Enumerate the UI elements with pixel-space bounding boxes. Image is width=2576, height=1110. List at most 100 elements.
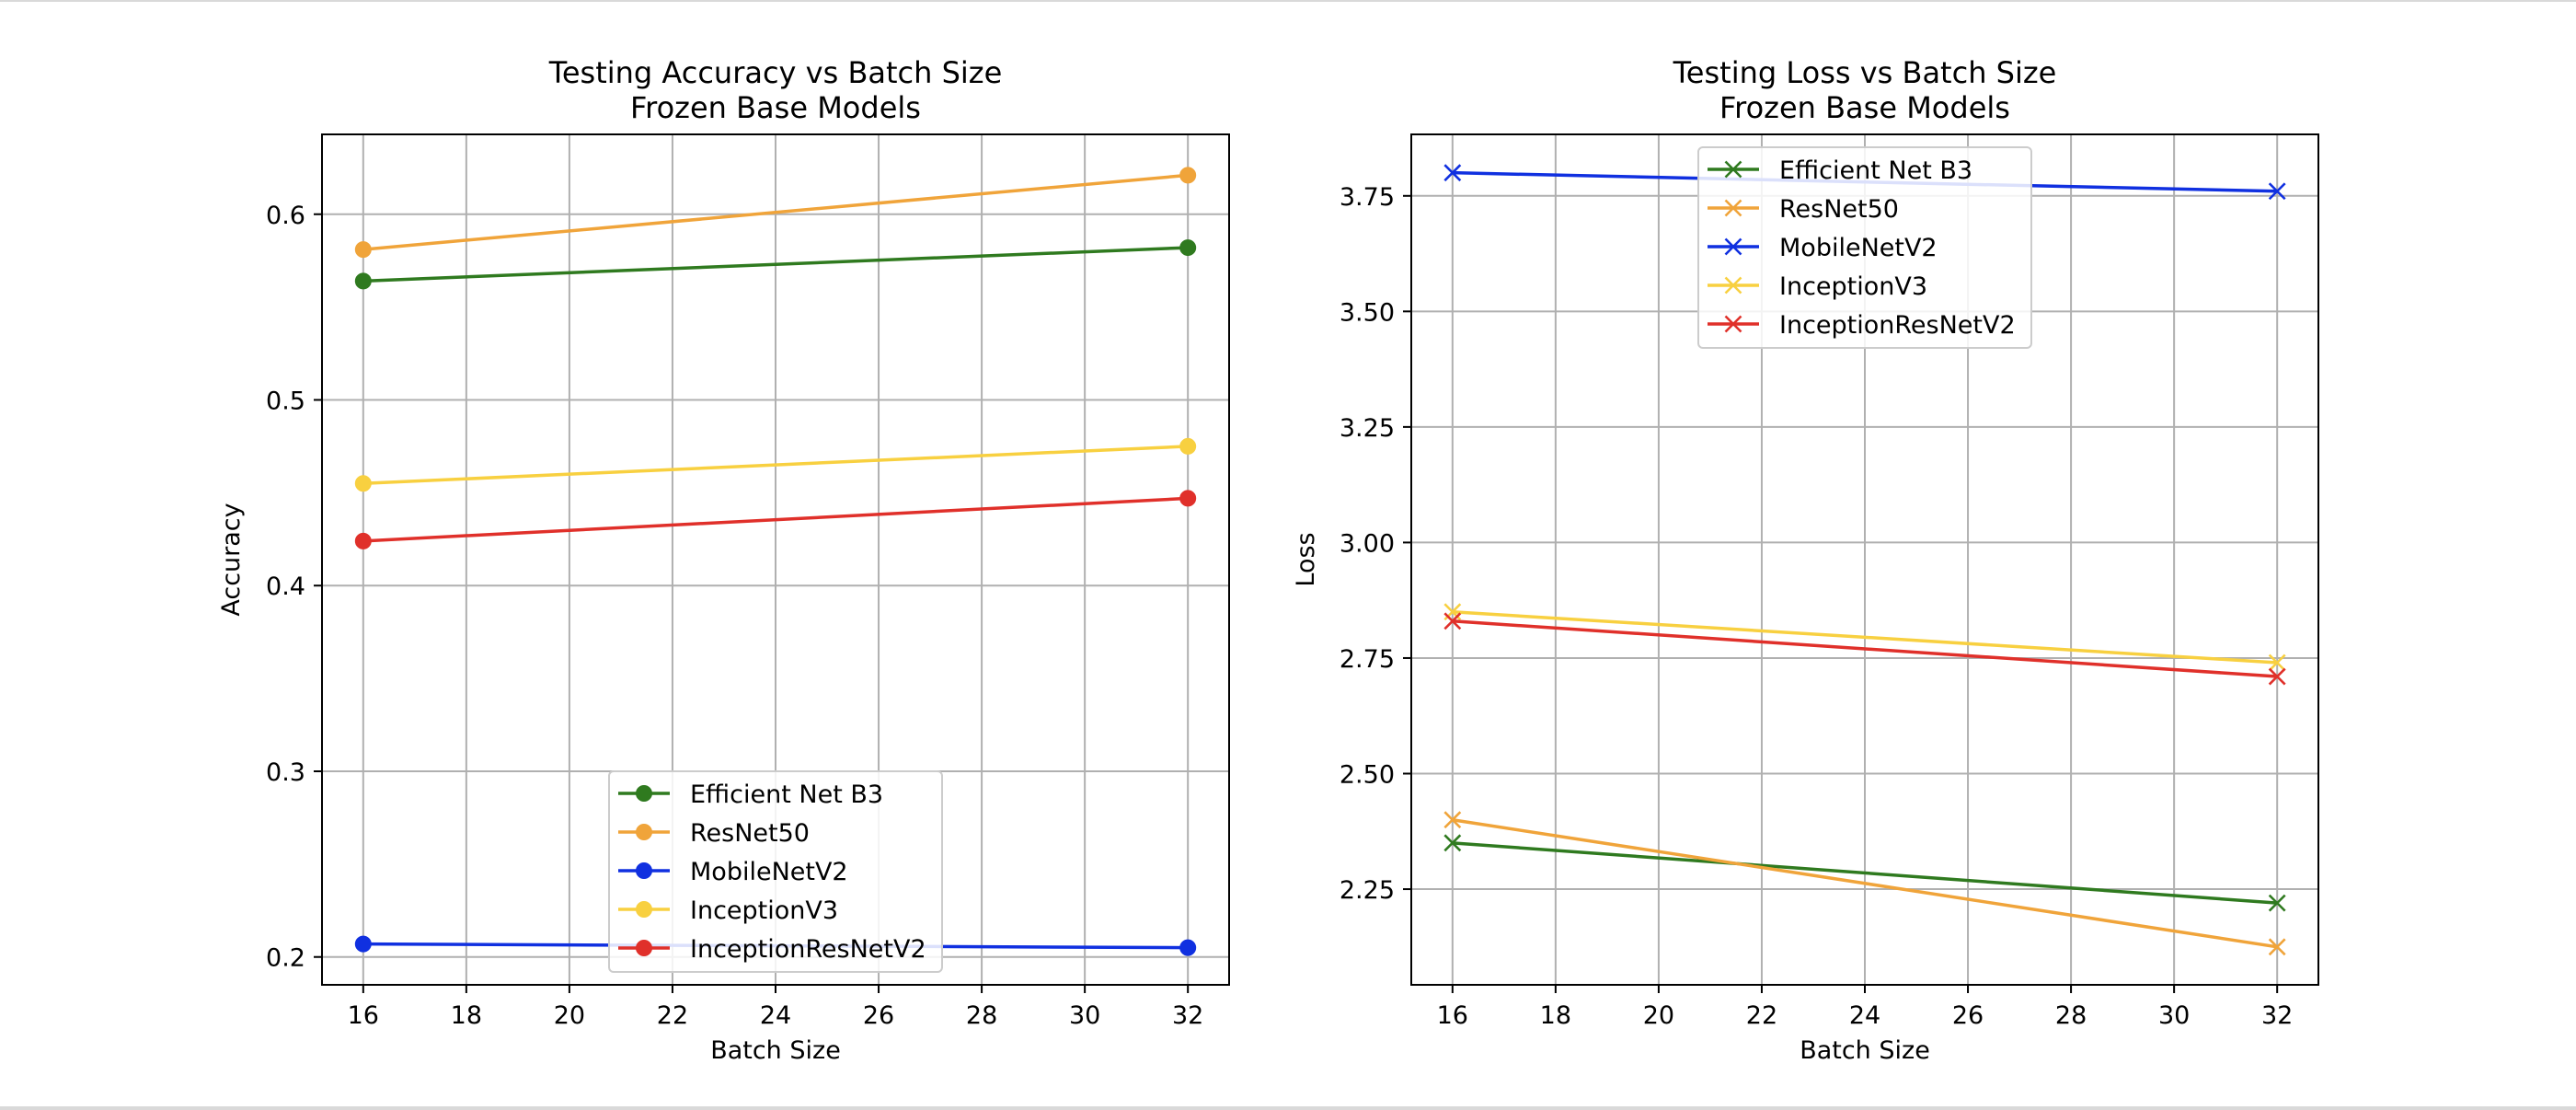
chart-1: 16 18 20 22 24 26 28 30 32 0.2 0.3 0.4 0.5 0.6 Testing… — [217, 55, 1230, 1065]
legend-item: MobileNetV2 — [618, 858, 848, 886]
series-line — [362, 173, 1189, 251]
x-tick-label: 18 — [1540, 1001, 1571, 1030]
legend-marker — [636, 940, 652, 956]
series-line — [362, 445, 1189, 486]
series-line — [1452, 841, 2278, 905]
series-efficient-net-b3 — [354, 239, 1197, 290]
data-point — [354, 241, 372, 259]
legend-marker — [1724, 237, 1742, 256]
x-tick-label: 16 — [1437, 1001, 1468, 1030]
legend-marker — [636, 785, 652, 802]
chart-title: Testing Loss vs Batch Size — [1673, 55, 2057, 90]
legend-label: MobileNetV2 — [690, 858, 848, 886]
series-line — [1452, 817, 2278, 949]
legend-label: InceptionV3 — [690, 896, 838, 925]
x-tick-label: 24 — [1849, 1001, 1880, 1030]
chart-subtitle: Frozen Base Models — [630, 90, 921, 125]
y-tick-label: 2.75 — [1340, 645, 1395, 674]
y-tick-label: 3.75 — [1340, 183, 1395, 212]
legend-label: InceptionResNetV2 — [690, 935, 926, 964]
legend-item: ResNet50 — [1708, 195, 1899, 224]
data-point — [1443, 612, 1462, 630]
data-point — [1179, 167, 1197, 184]
series-line — [1452, 619, 2278, 678]
legend: Efficient Net B3 ResNet50 MobileNetV2 Incep… — [1697, 146, 2032, 349]
chart-subtitle: Frozen Base Models — [1719, 90, 2010, 125]
y-tick-label: 0.2 — [266, 944, 305, 973]
data-point — [2268, 938, 2286, 956]
data-point — [354, 475, 372, 492]
x-tick-label: 20 — [1643, 1001, 1674, 1030]
data-point — [2268, 653, 2286, 672]
data-point — [354, 272, 372, 290]
series-resnet50 — [354, 167, 1197, 259]
x-tick-label: 24 — [760, 1001, 791, 1030]
y-tick-label: 3.25 — [1340, 414, 1395, 443]
x-tick-label: 30 — [1069, 1001, 1100, 1030]
series-inceptionresnetv2 — [354, 490, 1197, 549]
x-tick-label: 32 — [1172, 1001, 1203, 1030]
series-efficient-net-b3 — [1443, 834, 2286, 912]
legend-label: Efficient Net B3 — [1779, 156, 1972, 185]
series-resnet50 — [1443, 811, 2286, 956]
y-tick-label: 0.5 — [266, 387, 305, 415]
data-point — [1179, 239, 1197, 257]
series-line — [362, 496, 1189, 543]
legend-marker — [1724, 199, 1742, 217]
data-point — [1179, 437, 1197, 455]
legend-box — [608, 770, 943, 973]
legend: Efficient Net B3 ResNet50 MobileNetV2 Incep… — [608, 770, 943, 973]
data-point — [1179, 939, 1197, 956]
x-axis-label: Batch Size — [710, 1036, 841, 1065]
y-tick-label: 0.4 — [266, 572, 305, 601]
x-tick-label: 30 — [2158, 1001, 2190, 1030]
series-line — [1452, 609, 2278, 665]
data-point — [1443, 811, 1462, 829]
data-point — [1443, 164, 1462, 182]
legend-marker — [636, 862, 652, 879]
legend-item: InceptionV3 — [1708, 272, 1927, 301]
y-tick-label: 2.50 — [1340, 761, 1395, 790]
x-tick-label: 28 — [966, 1001, 997, 1030]
legend-item: InceptionResNetV2 — [1708, 311, 2016, 340]
legend-item: Efficient Net B3 — [618, 780, 883, 809]
legend-item: InceptionV3 — [618, 896, 838, 925]
y-axis-label: Loss — [1292, 532, 1320, 586]
y-axis-label: Accuracy — [217, 503, 246, 616]
bottom-border — [0, 1106, 2576, 1110]
legend-marker — [1724, 160, 1742, 179]
series-line — [362, 246, 1189, 283]
x-tick-label: 20 — [554, 1001, 585, 1030]
top-border — [0, 0, 2576, 2]
legend-label: ResNet50 — [1779, 195, 1899, 224]
legend-item: ResNet50 — [618, 819, 810, 848]
legend-item: InceptionResNetV2 — [618, 935, 926, 964]
legend-marker — [636, 901, 652, 918]
chart-2: 16 18 20 22 24 26 28 30 32 2.25 2.50 2.75 3.00 3.25 3.… — [1292, 55, 2319, 1065]
legend-item: Efficient Net B3 — [1708, 156, 1972, 185]
x-tick-label: 16 — [348, 1001, 379, 1030]
legend-marker — [1724, 276, 1742, 295]
y-tick-label: 0.6 — [266, 202, 305, 230]
x-tick-label: 26 — [863, 1001, 894, 1030]
data-point — [2268, 182, 2286, 201]
legend-label: ResNet50 — [690, 819, 810, 848]
y-tick-label: 2.25 — [1340, 876, 1395, 905]
y-tick-label: 0.3 — [266, 758, 305, 787]
legend-label: MobileNetV2 — [1779, 234, 1938, 262]
data-point — [1443, 834, 1462, 852]
legend-marker — [1724, 315, 1742, 333]
x-tick-label: 22 — [1746, 1001, 1777, 1030]
legend-label: InceptionV3 — [1779, 272, 1927, 301]
chart-title: Testing Accuracy vs Batch Size — [548, 55, 1003, 90]
data-point — [354, 532, 372, 549]
legend-marker — [636, 824, 652, 840]
series-inceptionv3 — [354, 437, 1197, 492]
legend-label: Efficient Net B3 — [690, 780, 883, 809]
x-tick-label: 26 — [1952, 1001, 1984, 1030]
legend-item: MobileNetV2 — [1708, 234, 1938, 262]
legend-label: InceptionResNetV2 — [1779, 311, 2016, 340]
data-point — [2268, 667, 2286, 686]
x-tick-label: 18 — [451, 1001, 482, 1030]
